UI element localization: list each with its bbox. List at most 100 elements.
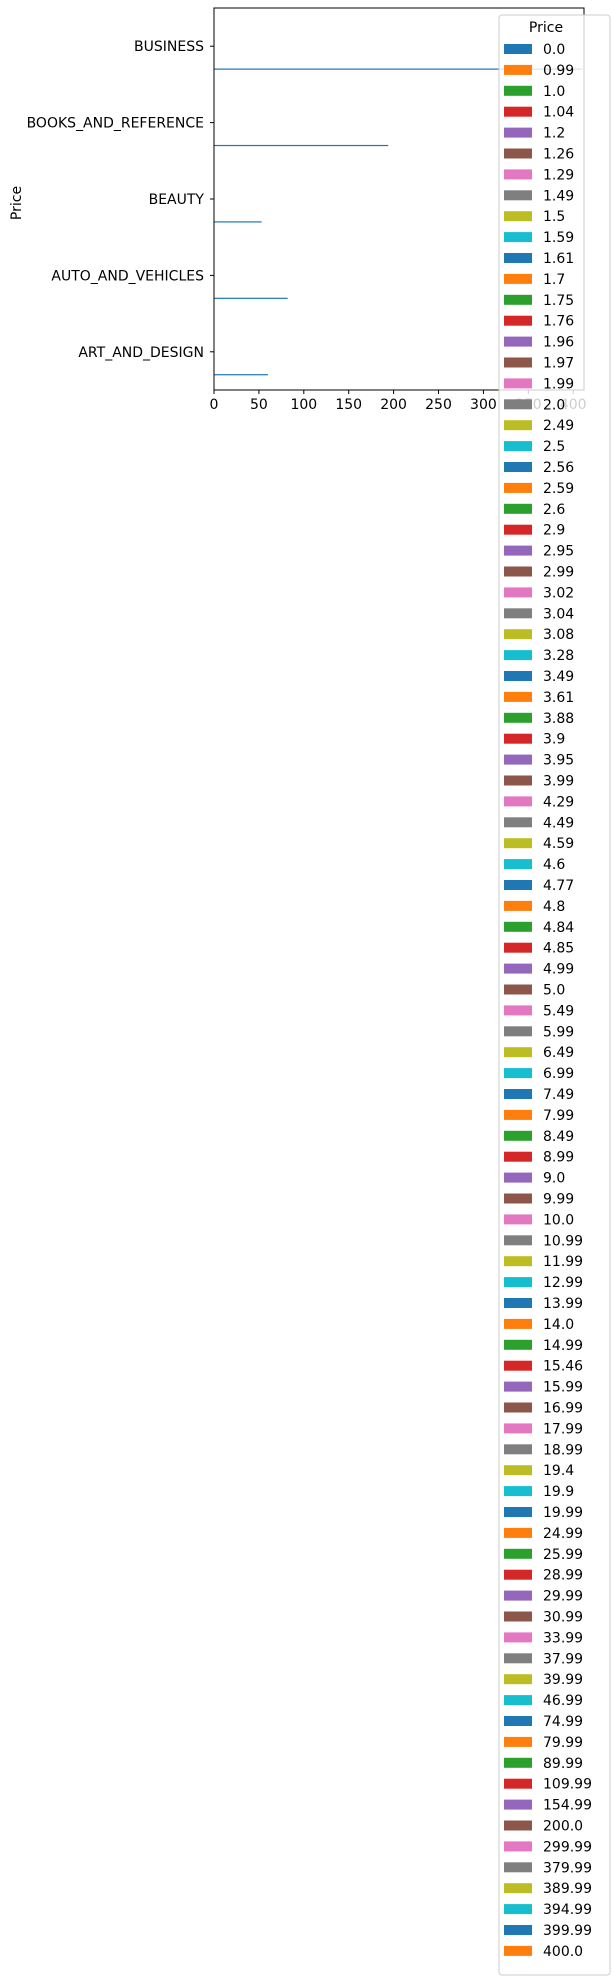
legend-swatch <box>504 1256 532 1267</box>
legend-swatch <box>504 1820 532 1831</box>
legend-label: 3.95 <box>543 753 574 769</box>
legend-label: 3.04 <box>543 606 574 622</box>
bar-beauty <box>214 221 262 223</box>
legend-swatch <box>504 1339 532 1350</box>
legend-swatch <box>504 1653 532 1664</box>
legend-swatch <box>504 942 532 953</box>
legend-swatch <box>504 921 532 932</box>
legend-swatch <box>504 106 532 117</box>
legend-label: 1.75 <box>543 293 574 309</box>
legend-swatch <box>504 253 532 263</box>
legend-swatch <box>504 1130 532 1141</box>
x-tick-label: 50 <box>250 397 268 413</box>
x-tick-label: 300 <box>470 397 497 413</box>
legend-items: 0.0 0.99 1.0 1.04 1.2 1.26 1.29 1.49 1.5 1.59 1.61… <box>504 42 592 1960</box>
legend-label: 7.49 <box>543 1087 574 1103</box>
legend-swatch <box>504 712 532 723</box>
legend-swatch <box>504 1569 532 1580</box>
legend-label: 19.9 <box>543 1484 574 1500</box>
legend-swatch <box>504 1611 532 1622</box>
legend-label: 389.99 <box>543 1881 592 1897</box>
legend-label: 79.99 <box>543 1735 583 1751</box>
legend-swatch <box>504 294 532 305</box>
legend-label: 2.49 <box>543 418 574 434</box>
legend-label: 1.7 <box>543 272 565 288</box>
legend-swatch <box>504 169 532 180</box>
legend-label: 39.99 <box>543 1672 583 1688</box>
legend-label: 37.99 <box>543 1651 583 1667</box>
y-tick-label: BOOKS_AND_REFERENCE <box>27 116 204 132</box>
legend-label: 15.46 <box>543 1359 583 1375</box>
legend-label: 3.61 <box>543 690 574 706</box>
x-tick-label: 250 <box>425 397 452 413</box>
legend-label: 16.99 <box>543 1401 583 1417</box>
legend-swatch <box>504 1360 532 1371</box>
legend-label: 394.99 <box>543 1902 592 1918</box>
legend-swatch <box>504 1423 532 1434</box>
y-axis-label: Price <box>9 186 25 220</box>
legend-swatch <box>504 1005 532 1016</box>
legend-label: 200.0 <box>543 1819 583 1835</box>
x-tick-label: 100 <box>290 397 317 413</box>
legend-label: 29.99 <box>543 1589 583 1605</box>
legend-swatch <box>504 1632 532 1643</box>
legend-label: 154.99 <box>543 1798 592 1814</box>
legend-label: 5.0 <box>543 983 565 999</box>
bar-books_and_reference <box>214 144 389 147</box>
legend-label: 109.99 <box>543 1777 592 1793</box>
legend-swatch <box>504 44 532 54</box>
legend-swatch <box>504 733 532 744</box>
legend-swatch <box>504 1778 532 1789</box>
legend-swatch <box>504 691 532 702</box>
y-tick-label: BUSINESS <box>134 39 204 55</box>
legend-label: 2.56 <box>543 460 574 476</box>
legend-swatch <box>504 900 532 911</box>
legend-label: 1.76 <box>543 314 574 330</box>
legend-label: 1.61 <box>543 251 574 267</box>
y-axis-ticks: ART_AND_DESIGN AUTO_AND_VEHICLES BEAUTY BOO… <box>27 39 214 361</box>
legend-label: 1.5 <box>543 209 565 225</box>
legend-label: 4.8 <box>543 899 565 915</box>
legend-swatch <box>504 650 532 661</box>
legend-swatch <box>504 1402 532 1413</box>
legend-swatch <box>504 232 532 243</box>
legend-label: 5.99 <box>543 1024 574 1040</box>
legend-swatch <box>504 1235 532 1246</box>
legend-swatch <box>504 1026 532 1037</box>
legend-label: 1.96 <box>543 335 574 351</box>
legend-label: 3.9 <box>543 732 565 748</box>
legend-label: 6.49 <box>543 1045 574 1061</box>
legend-label: 25.99 <box>543 1547 583 1563</box>
legend-label: 2.0 <box>543 397 565 413</box>
legend-swatch <box>504 1486 532 1497</box>
legend-swatch <box>504 399 532 410</box>
legend-swatch <box>504 608 532 619</box>
legend-label: 1.0 <box>543 84 565 100</box>
legend-label: 14.0 <box>543 1317 574 1333</box>
x-tick-label: 0 <box>210 397 219 413</box>
legend-swatch <box>504 1841 532 1852</box>
y-tick-label: AUTO_AND_VEHICLES <box>51 268 204 284</box>
legend-swatch <box>504 671 532 681</box>
legend-swatch <box>504 190 532 201</box>
legend-label: 89.99 <box>543 1756 583 1772</box>
legend-swatch <box>504 85 532 96</box>
legend-label: 399.99 <box>543 1923 592 1939</box>
legend-swatch <box>504 1883 532 1894</box>
legend-label: 5.49 <box>543 1003 574 1019</box>
legend-swatch <box>504 1945 532 1956</box>
legend-swatch <box>504 315 532 326</box>
legend-label: 1.99 <box>543 376 574 392</box>
legend-label: 4.6 <box>543 857 565 873</box>
legend-label: 1.29 <box>543 167 574 183</box>
legend-label: 3.99 <box>543 774 574 790</box>
legend-swatch <box>504 1047 532 1058</box>
legend-swatch <box>504 1214 532 1225</box>
legend-label: 4.29 <box>543 794 574 810</box>
legend-label: 379.99 <box>543 1860 592 1876</box>
legend-swatch <box>504 1799 532 1810</box>
legend-label: 4.77 <box>543 878 574 894</box>
y-tick-label: ART_AND_DESIGN <box>78 345 204 361</box>
legend-swatch <box>504 1465 532 1476</box>
legend-swatch <box>504 441 532 452</box>
